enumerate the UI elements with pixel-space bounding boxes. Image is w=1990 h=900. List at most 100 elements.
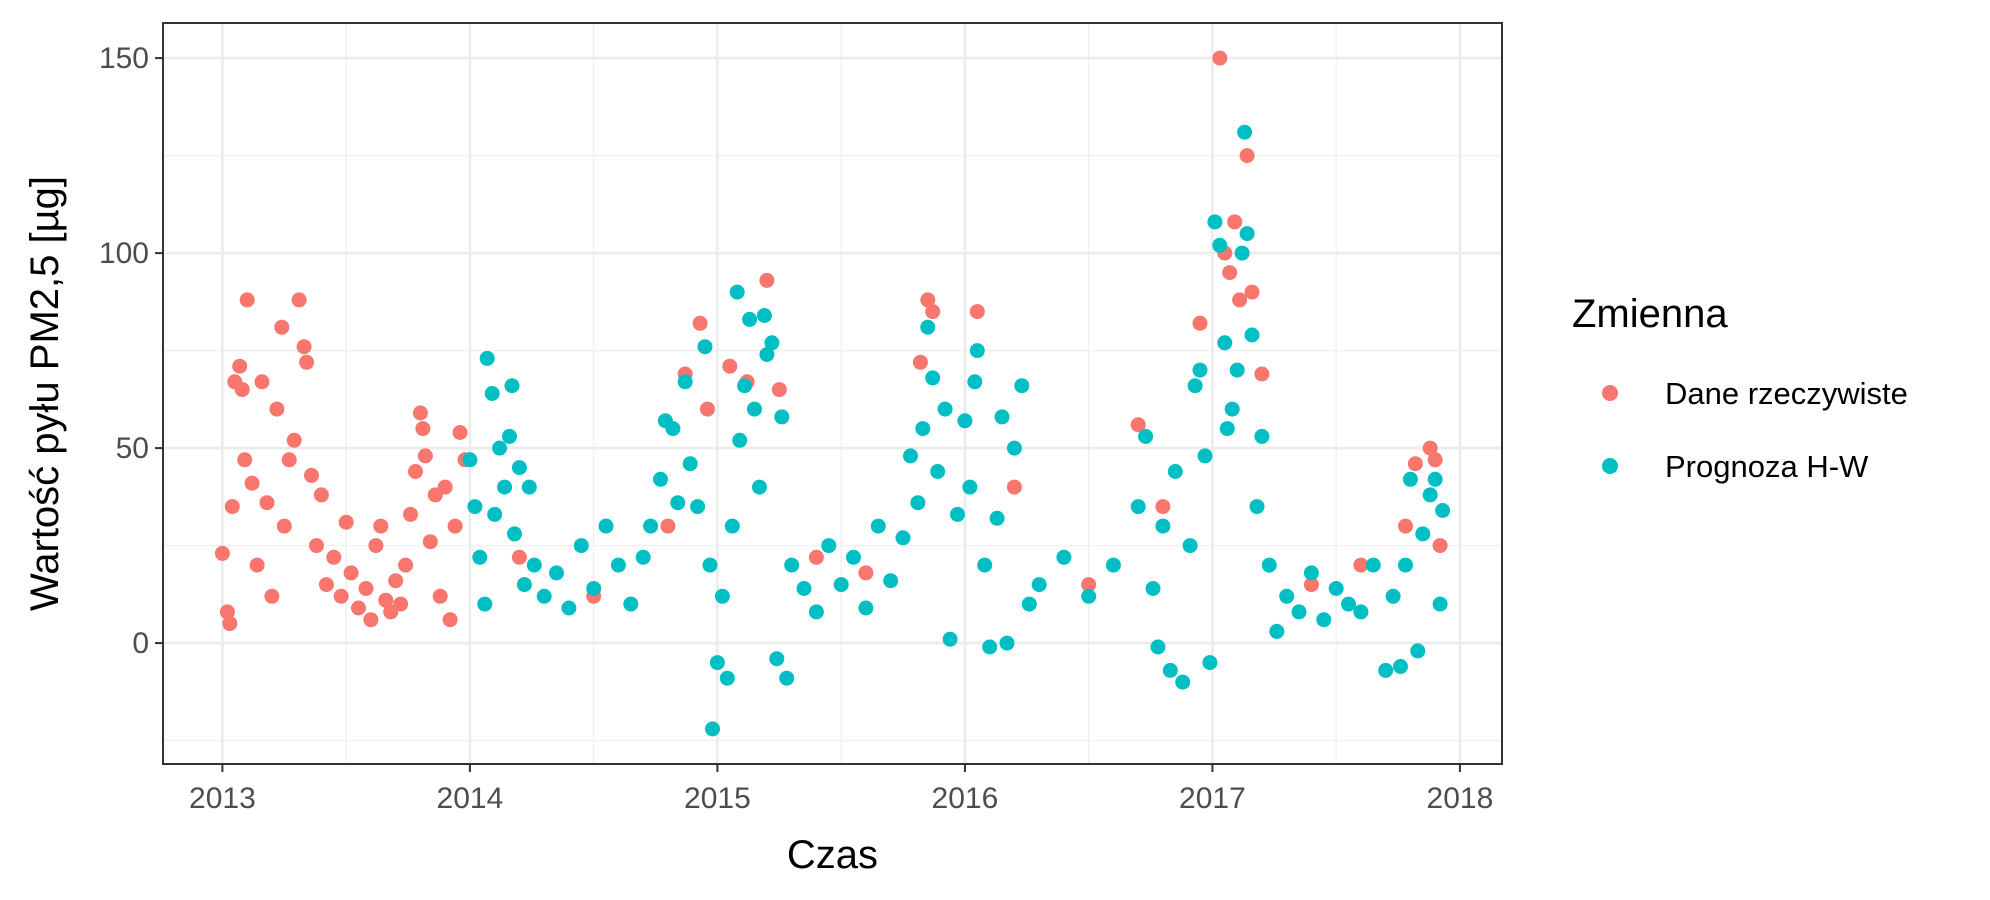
data-point bbox=[304, 467, 319, 483]
data-point bbox=[1187, 378, 1203, 394]
data-point bbox=[920, 292, 936, 308]
data-point bbox=[870, 518, 886, 534]
data-point bbox=[1353, 557, 1369, 573]
data-point bbox=[821, 538, 837, 554]
data-point bbox=[1167, 464, 1183, 479]
data-point bbox=[351, 600, 366, 616]
data-point bbox=[1138, 428, 1154, 444]
data-point bbox=[408, 464, 423, 479]
data-point bbox=[477, 596, 493, 612]
data-point bbox=[910, 495, 926, 511]
data-point bbox=[462, 452, 478, 468]
data-point bbox=[1269, 623, 1285, 639]
data-point bbox=[1150, 639, 1166, 655]
data-point bbox=[1279, 588, 1295, 604]
data-point bbox=[950, 506, 965, 522]
data-point bbox=[915, 421, 931, 437]
data-point bbox=[291, 292, 307, 308]
data-point bbox=[1130, 417, 1146, 433]
data-point bbox=[653, 471, 668, 487]
x-tick-label: 2014 bbox=[437, 782, 504, 815]
data-point bbox=[660, 518, 676, 534]
data-point bbox=[1427, 452, 1443, 468]
data-point bbox=[623, 596, 639, 612]
data-point bbox=[358, 581, 374, 596]
data-point bbox=[422, 534, 438, 550]
data-point bbox=[769, 651, 785, 667]
data-point bbox=[1407, 456, 1423, 472]
data-point bbox=[214, 545, 230, 561]
data-point bbox=[1130, 499, 1146, 515]
data-point bbox=[1202, 655, 1218, 671]
data-point bbox=[497, 479, 513, 495]
data-point bbox=[1197, 448, 1213, 464]
data-point bbox=[378, 592, 394, 608]
data-point bbox=[219, 604, 235, 620]
data-point bbox=[237, 452, 253, 468]
data-point bbox=[1422, 487, 1438, 503]
legend-key-dane-rzeczywiste bbox=[1602, 385, 1618, 401]
data-point bbox=[452, 425, 468, 440]
legend-label-dane-rzeczywiste: Dane rzeczywiste bbox=[1665, 376, 1908, 411]
data-point bbox=[232, 358, 248, 374]
data-point bbox=[1328, 581, 1344, 596]
legend-label-prognoza-h-w: Prognoza H-W bbox=[1665, 449, 1869, 484]
data-point bbox=[1031, 577, 1047, 593]
data-point bbox=[368, 538, 384, 554]
data-point bbox=[784, 557, 800, 573]
data-point bbox=[363, 612, 379, 628]
data-point bbox=[759, 272, 775, 288]
legend-key-prognoza-h-w bbox=[1602, 458, 1618, 474]
data-point bbox=[1145, 581, 1161, 596]
data-point bbox=[1415, 526, 1431, 542]
legend: Zmienna Dane rzeczywiste Prognoza H-W bbox=[1572, 292, 1908, 484]
data-point bbox=[1378, 662, 1394, 678]
data-point bbox=[573, 538, 589, 554]
data-point bbox=[858, 600, 874, 616]
legend-title: Zmienna bbox=[1572, 292, 1728, 336]
data-point bbox=[1175, 674, 1191, 690]
data-point bbox=[1393, 659, 1408, 674]
data-point bbox=[925, 370, 941, 386]
data-point bbox=[1105, 557, 1121, 573]
data-point bbox=[670, 495, 686, 511]
data-point bbox=[1081, 577, 1097, 593]
data-point bbox=[393, 596, 409, 612]
data-point bbox=[264, 588, 280, 604]
data-point bbox=[635, 549, 651, 565]
data-point bbox=[442, 612, 458, 628]
data-points bbox=[214, 50, 1451, 737]
data-point bbox=[690, 499, 706, 515]
data-point bbox=[1239, 148, 1255, 164]
data-point bbox=[719, 670, 735, 686]
data-point bbox=[1229, 362, 1245, 378]
data-point bbox=[521, 479, 537, 495]
data-point bbox=[502, 428, 517, 444]
data-point bbox=[989, 510, 1005, 526]
data-point bbox=[747, 401, 762, 417]
plot-panel-border bbox=[162, 22, 1503, 765]
data-point bbox=[254, 374, 270, 390]
data-point bbox=[610, 557, 626, 573]
data-point bbox=[1227, 214, 1243, 230]
data-point bbox=[269, 401, 285, 417]
data-point bbox=[742, 311, 758, 327]
data-point bbox=[1385, 588, 1401, 604]
data-point bbox=[507, 526, 522, 542]
data-point bbox=[1365, 557, 1381, 573]
data-point bbox=[1234, 245, 1250, 261]
data-point bbox=[412, 405, 428, 421]
data-point bbox=[682, 456, 698, 472]
data-point bbox=[239, 292, 255, 308]
x-tick-label: 2015 bbox=[684, 782, 751, 815]
data-point bbox=[969, 304, 985, 320]
data-point bbox=[1427, 471, 1443, 487]
data-point bbox=[709, 655, 725, 671]
data-point bbox=[732, 432, 748, 448]
data-point bbox=[858, 565, 874, 581]
data-point bbox=[1237, 124, 1253, 140]
data-point bbox=[1207, 214, 1223, 230]
data-point bbox=[729, 284, 745, 300]
data-point bbox=[432, 588, 448, 604]
plot-panel bbox=[163, 23, 1502, 764]
